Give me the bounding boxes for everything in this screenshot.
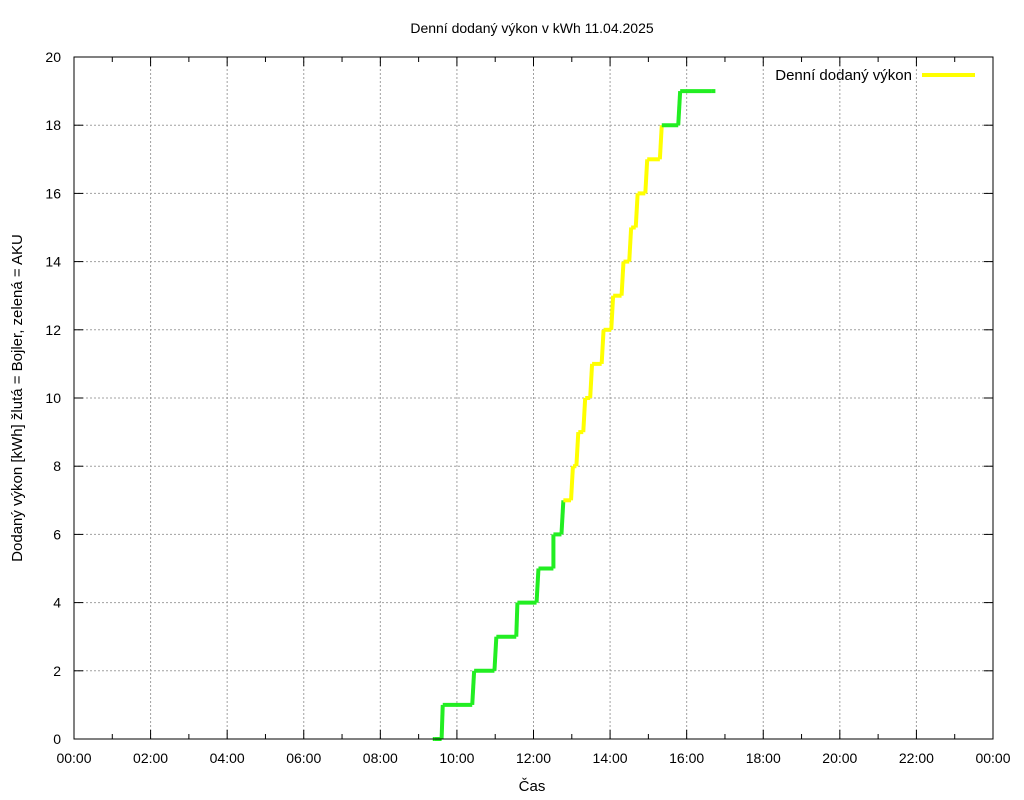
series-segment	[470, 670, 477, 706]
series-segment	[574, 431, 581, 467]
series-segment	[676, 90, 683, 126]
plot-frame	[73, 56, 994, 740]
series-segment	[609, 295, 616, 330]
legend: Denní dodaný výkon	[775, 67, 975, 84]
y-tick-label: 12	[45, 322, 61, 338]
series-segment	[633, 193, 640, 228]
y-tick-label: 16	[45, 185, 61, 201]
x-tick-label: 10:00	[439, 750, 474, 766]
x-tick-label: 22:00	[899, 750, 934, 766]
series-segment	[569, 466, 575, 501]
x-tick-label: 06:00	[286, 750, 321, 766]
y-tick-label: 6	[53, 526, 61, 542]
series-segment	[643, 159, 650, 194]
y-tick-label: 20	[45, 49, 61, 65]
series-segment	[534, 568, 541, 603]
x-tick-label: 18:00	[746, 750, 781, 766]
y-tick-label: 4	[53, 595, 61, 611]
x-tick-label: 16:00	[669, 750, 704, 766]
series-segment	[657, 125, 664, 160]
series-segment	[492, 636, 499, 671]
x-tick-label: 02:00	[133, 750, 168, 766]
y-tick-label: 14	[45, 254, 61, 270]
series-segment	[619, 261, 626, 296]
series-segment	[599, 329, 606, 365]
series-segment	[588, 363, 595, 399]
y-tick-label: 10	[45, 390, 61, 406]
x-tick-label: 00:00	[975, 750, 1010, 766]
series-segment	[439, 704, 445, 740]
y-tick-label: 0	[53, 731, 61, 747]
series-segment	[581, 397, 588, 433]
x-tick-label: 04:00	[210, 750, 245, 766]
x-tick-label: 12:00	[516, 750, 551, 766]
x-tick-label: 08:00	[363, 750, 398, 766]
y-tick-label: 8	[53, 458, 61, 474]
x-tick-label: 14:00	[593, 750, 628, 766]
y-tick-label: 18	[45, 117, 61, 133]
chart-title: Denní dodaný výkon v kWh 11.04.2025	[410, 20, 654, 36]
series-segment	[627, 227, 634, 262]
x-axis-label: Čas	[519, 778, 546, 795]
y-axis-label: Dodaný výkon [kWh] žlutá = Bojler, zelen…	[9, 234, 26, 562]
x-tick-label: 20:00	[822, 750, 857, 766]
grid	[74, 57, 993, 739]
legend-label: Denní dodaný výkon	[775, 67, 912, 84]
x-tick-label: 00:00	[56, 750, 91, 766]
series-segment	[559, 500, 566, 535]
y-tick-label: 2	[53, 663, 61, 679]
series-segment	[514, 602, 520, 637]
